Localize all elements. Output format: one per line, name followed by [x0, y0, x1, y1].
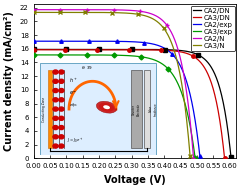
- Legend: CA2/DN, CA3/DN, CA2/exp, CA3/exp, CA2/N, CA3/N: CA2/DN, CA3/DN, CA2/exp, CA3/exp, CA2/N,…: [191, 5, 235, 51]
- CA3/N: [100, 11, 103, 14]
- Line: CA2/exp: CA2/exp: [34, 41, 200, 156]
- CA3/exp: [32, 54, 35, 56]
- CA2/N: [50, 9, 53, 11]
- CA3/exp: [135, 55, 138, 57]
- Line: CA2/DN: CA2/DN: [34, 49, 231, 156]
- CA2/exp: [32, 40, 35, 42]
- CA3/N: [188, 150, 191, 152]
- CA2/exp: [165, 48, 168, 50]
- CA3/DN: [223, 157, 226, 159]
- CA3/N: [32, 11, 35, 14]
- CA3/exp: [55, 54, 58, 56]
- CA2/DN: [74, 48, 77, 50]
- CA2/exp: [198, 155, 201, 157]
- CA2/DN: [229, 155, 232, 158]
- CA3/DN: [64, 49, 67, 51]
- CA2/N: [85, 9, 88, 11]
- CA2/N: [32, 9, 35, 11]
- CA2/N: [192, 156, 195, 159]
- Y-axis label: Current density (mA/cm²): Current density (mA/cm²): [4, 11, 14, 151]
- CA2/N: [142, 11, 145, 13]
- CA3/N: [112, 12, 115, 14]
- CA2/DN: [81, 48, 83, 50]
- CA3/exp: [194, 157, 197, 160]
- CA2/N: [189, 119, 191, 122]
- X-axis label: Voltage (V): Voltage (V): [104, 175, 166, 185]
- CA3/DN: [170, 50, 173, 52]
- CA2/DN: [46, 48, 49, 50]
- CA3/exp: [38, 54, 41, 56]
- CA2/exp: [133, 41, 136, 43]
- CA3/N: [39, 11, 42, 14]
- CA2/exp: [166, 49, 169, 52]
- CA3/N: [166, 33, 169, 35]
- CA2/DN: [38, 48, 41, 50]
- CA3/exp: [76, 54, 79, 56]
- CA3/DN: [220, 132, 223, 134]
- CA2/exp: [190, 101, 193, 103]
- CA3/DN: [53, 49, 56, 51]
- CA3/N: [84, 11, 87, 14]
- CA2/DN: [173, 49, 176, 51]
- CA2/DN: [32, 48, 35, 50]
- CA2/exp: [131, 41, 134, 43]
- CA2/N: [85, 9, 88, 11]
- Line: CA3/N: CA3/N: [34, 12, 190, 156]
- CA3/exp: [158, 61, 161, 63]
- CA3/N: [189, 155, 191, 157]
- CA2/DN: [214, 74, 217, 76]
- Line: CA3/DN: CA3/DN: [34, 50, 225, 158]
- CA3/DN: [215, 101, 218, 103]
- CA3/DN: [140, 49, 143, 51]
- CA3/DN: [32, 49, 35, 51]
- CA2/exp: [178, 63, 181, 65]
- Line: CA3/exp: CA3/exp: [34, 55, 195, 158]
- CA3/exp: [137, 55, 140, 58]
- Line: CA2/N: CA2/N: [34, 10, 194, 157]
- CA2/N: [53, 9, 56, 11]
